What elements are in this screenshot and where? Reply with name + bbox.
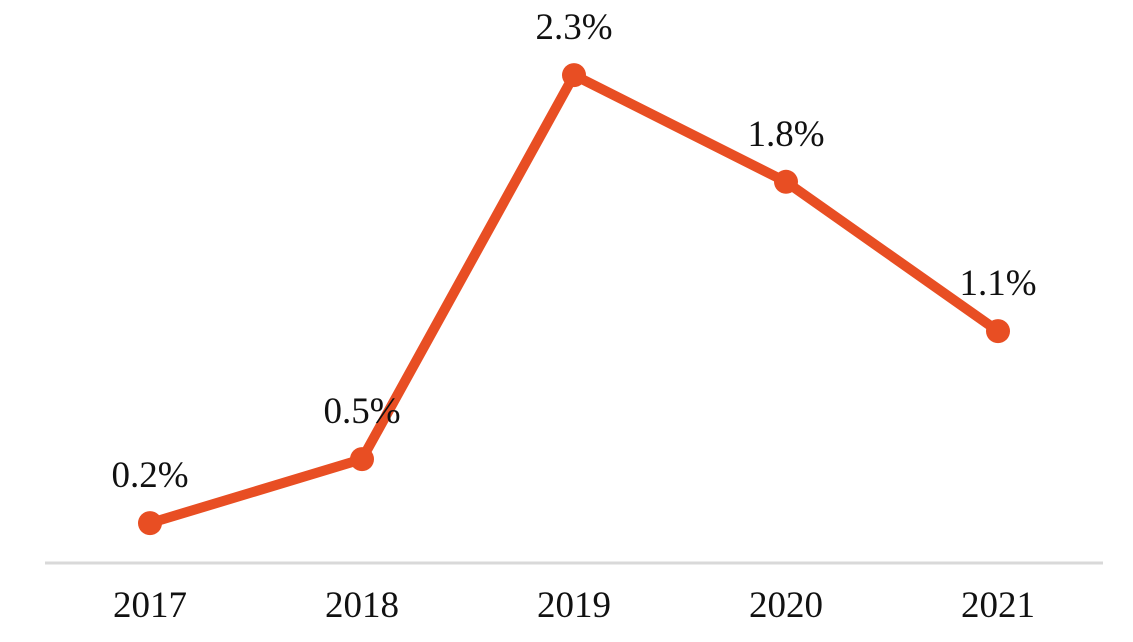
x-tick-label: 2017 bbox=[113, 585, 187, 626]
x-tick-label: 2019 bbox=[537, 585, 611, 626]
data-label: 0.2% bbox=[111, 455, 188, 496]
data-label: 2.3% bbox=[535, 7, 612, 48]
data-point bbox=[774, 169, 798, 194]
series-line bbox=[145, 70, 1003, 529]
data-point bbox=[138, 511, 162, 536]
data-label: 1.1% bbox=[959, 263, 1036, 304]
data-point bbox=[350, 447, 374, 472]
x-tick-label: 2020 bbox=[749, 585, 823, 626]
data-point bbox=[562, 63, 586, 88]
data-label: 1.8% bbox=[747, 114, 824, 155]
series-layer: 0.2% 0.5% 2.3% 1.8% 1.1% bbox=[111, 7, 1037, 536]
data-label: 0.5% bbox=[323, 391, 400, 432]
x-tick-label: 2021 bbox=[961, 585, 1035, 626]
x-tick-labels: 2017 2018 2019 2020 2021 bbox=[113, 585, 1035, 626]
data-point bbox=[986, 319, 1010, 344]
x-tick-label: 2018 bbox=[325, 585, 399, 626]
